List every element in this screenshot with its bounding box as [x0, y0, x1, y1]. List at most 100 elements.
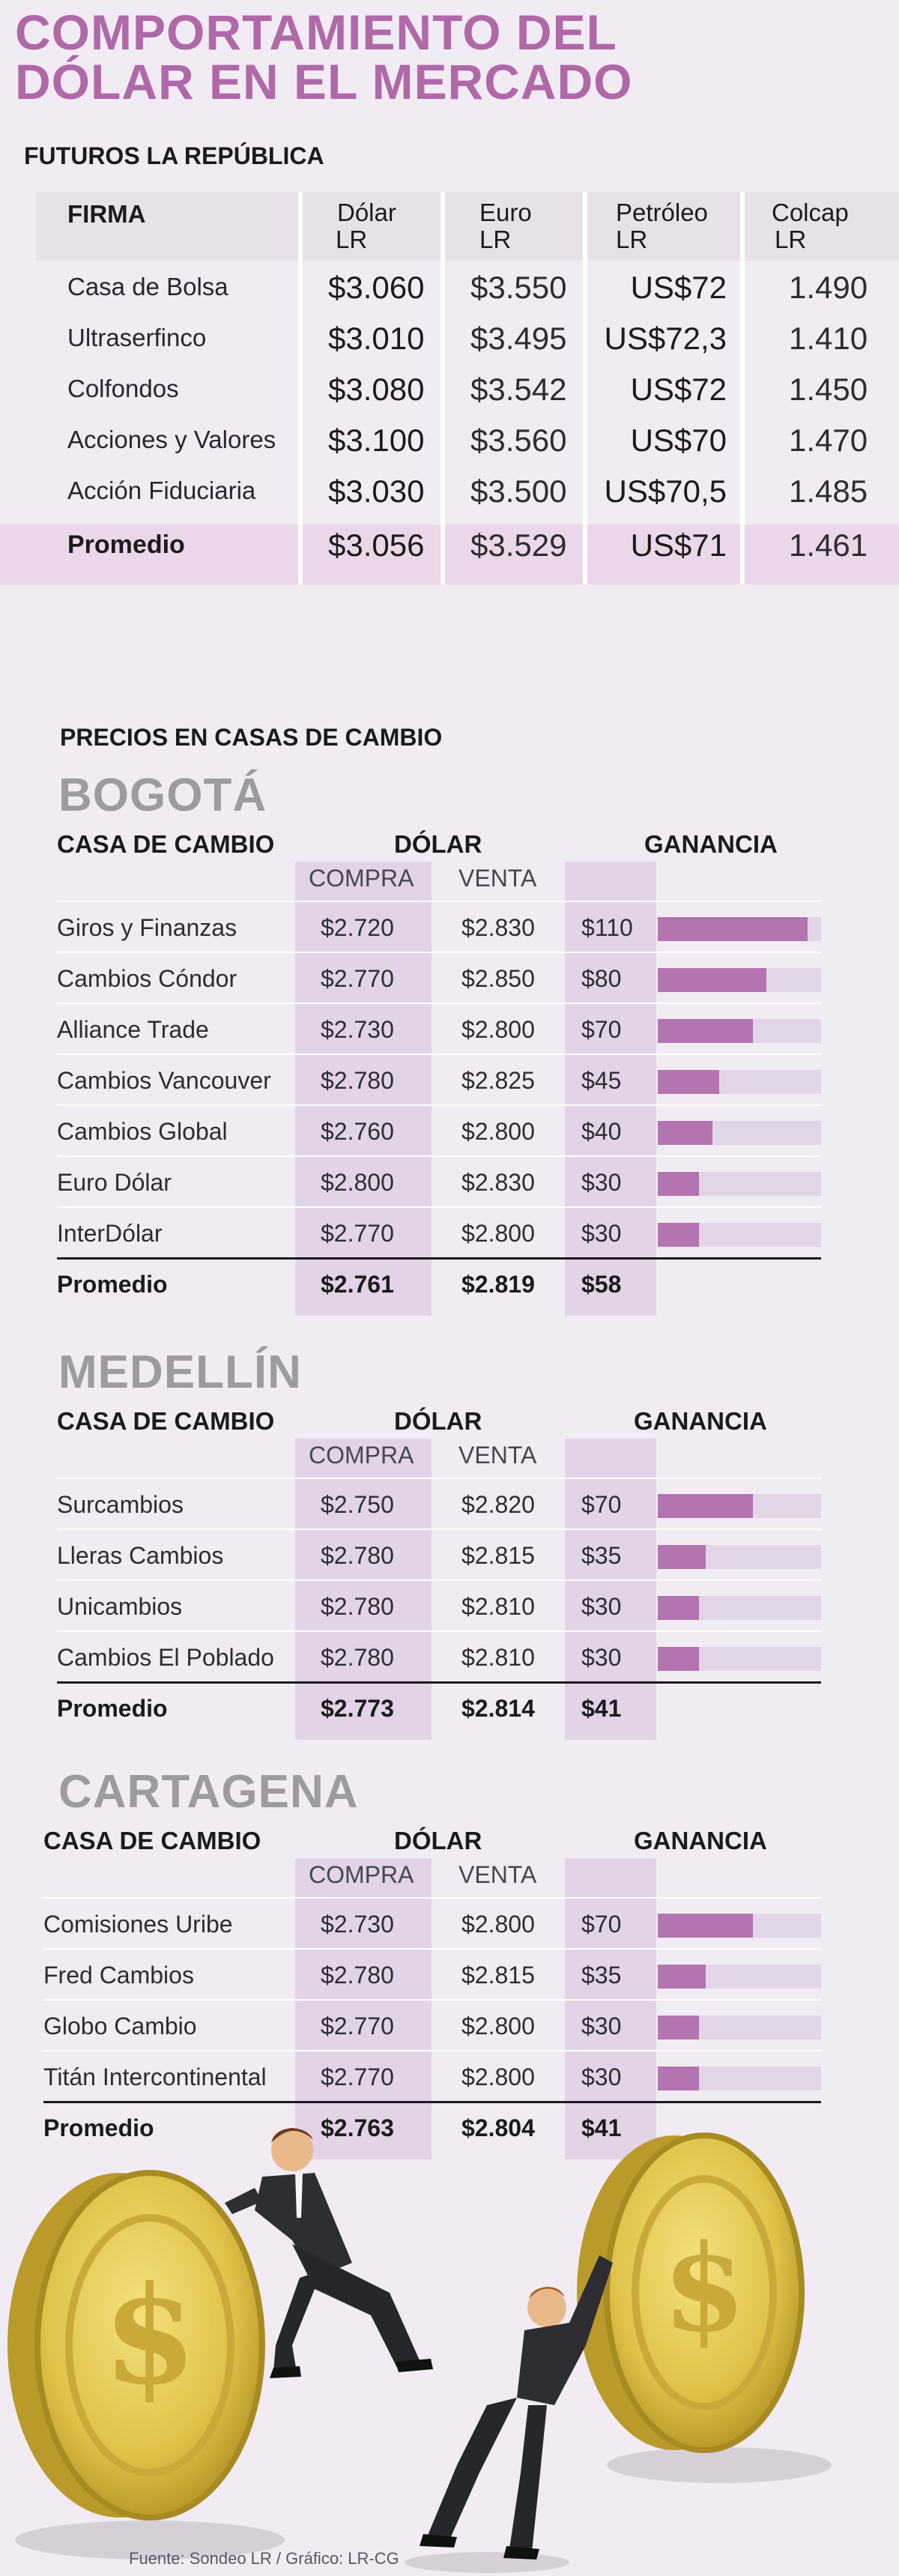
row-ganancia: $30	[581, 2013, 622, 2040]
row-compra: $2.770	[321, 965, 394, 992]
ganancia-bar-track	[658, 1494, 821, 1518]
businessman-right-icon	[405, 2255, 613, 2573]
avg-venta: $2.814	[461, 1695, 535, 1722]
row-compra: $2.780	[321, 1593, 394, 1620]
compra-column-band	[295, 1439, 432, 1740]
compra-column-band	[295, 1858, 432, 2159]
row-divider	[57, 952, 821, 953]
row-ganancia: $70	[581, 1911, 622, 1938]
row-divider	[57, 1478, 821, 1479]
row-venta: $2.800	[461, 2013, 535, 2040]
row-compra: $2.800	[321, 1169, 394, 1196]
ganancia-bar-track	[658, 2066, 821, 2090]
header-euro: Euro LR	[479, 199, 532, 253]
row-ganancia: $110	[581, 914, 633, 941]
row-compra: $2.770	[321, 2013, 394, 2040]
header-petroleo: Petróleo LR	[616, 199, 708, 253]
ganancia-column-band	[565, 1439, 656, 1740]
header-dolar: DÓLAR	[394, 830, 482, 858]
exchange-title: PRECIOS EN CASAS DE CAMBIO	[60, 724, 443, 751]
futures-avg-colcap: 1.461	[789, 527, 868, 563]
header-firma: FIRMA	[67, 200, 146, 228]
row-compra: $2.780	[321, 1644, 394, 1671]
row-divider	[57, 901, 821, 902]
row-compra: $2.750	[321, 1491, 394, 1518]
row-casa: Fred Cambios	[43, 1962, 194, 1989]
svg-text:$: $	[103, 2257, 196, 2415]
row-venta: $2.850	[461, 965, 535, 992]
ganancia-bar	[658, 1494, 753, 1518]
businessman-left-icon	[225, 2128, 433, 2378]
row-casa: Comisiones Uribe	[43, 1911, 233, 1938]
futures-avg-petroleo: US$71	[630, 527, 727, 563]
city-title: MEDELLÍN	[58, 1346, 302, 1398]
futures-euro: $3.550	[470, 270, 567, 305]
ganancia-bar	[658, 1019, 753, 1043]
row-venta: $2.820	[461, 1491, 535, 1518]
futures-colcap: 1.470	[789, 423, 868, 458]
futures-petroleo: US$72	[630, 270, 727, 305]
ganancia-bar	[658, 1596, 699, 1620]
row-casa: Unicambios	[57, 1593, 183, 1620]
header-dolar: DÓLAR	[394, 1827, 482, 1854]
ganancia-bar-track	[658, 1070, 821, 1094]
futures-colcap: 1.450	[789, 372, 868, 407]
ganancia-bar-track	[658, 1223, 821, 1247]
row-ganancia: $80	[581, 965, 622, 992]
futures-dolar: $3.060	[328, 270, 425, 305]
subheader-venta: VENTA	[458, 865, 537, 892]
row-ganancia: $70	[581, 1491, 622, 1518]
row-divider	[57, 1579, 821, 1581]
row-casa: Titán Intercontinental	[43, 2063, 267, 2090]
ganancia-bar-track	[658, 1965, 821, 1989]
futures-header-row	[36, 192, 899, 261]
futures-petroleo: US$70,5	[604, 474, 727, 509]
coin-pushers-illustration: $ $	[7, 2128, 832, 2573]
futures-firm: Acción Fiduciaria	[67, 477, 256, 504]
ganancia-bar-track	[658, 1914, 821, 1938]
futures-petroleo: US$72,3	[604, 321, 727, 356]
row-venta: $2.800	[461, 1016, 535, 1043]
subheader-compra: COMPRA	[309, 865, 414, 892]
futures-dolar: $3.100	[328, 423, 425, 458]
ganancia-bar	[658, 1223, 699, 1247]
ganancia-bar	[658, 1965, 706, 1989]
futures-colcap: 1.485	[789, 474, 868, 509]
header-ganancia: GANANCIA	[644, 830, 778, 858]
ganancia-bar-track	[658, 917, 821, 941]
header-colcap: Colcap LR	[772, 199, 849, 253]
row-casa: Cambios Cóndor	[57, 965, 237, 992]
avg-label: Promedio	[57, 1271, 168, 1298]
ganancia-bar-track	[658, 1121, 821, 1145]
avg-venta: $2.804	[461, 2114, 535, 2141]
row-venta: $2.810	[461, 1644, 535, 1671]
futures-firm: Casa de Bolsa	[67, 273, 228, 300]
futures-euro: $3.542	[470, 372, 567, 407]
city-title: CARTAGENA	[58, 1766, 359, 1818]
ganancia-bar-track	[658, 1545, 821, 1569]
row-venta: $2.800	[461, 1911, 535, 1938]
row-ganancia: $30	[581, 2063, 622, 2090]
row-casa: Globo Cambio	[43, 2013, 197, 2040]
average-divider	[43, 2101, 821, 2103]
row-casa: Cambios Global	[57, 1118, 228, 1145]
header-casa: CASA DE CAMBIO	[57, 1407, 275, 1435]
ganancia-bar	[658, 1545, 706, 1569]
row-casa: Lleras Cambios	[57, 1542, 224, 1569]
futures-avg-label: Promedio	[67, 530, 185, 559]
avg-label: Promedio	[57, 1695, 168, 1722]
ganancia-bar-track	[658, 968, 821, 992]
avg-compra: $2.761	[321, 1271, 394, 1298]
average-divider	[57, 1681, 821, 1684]
row-divider	[57, 1206, 821, 1208]
subheader-compra: COMPRA	[309, 1861, 414, 1888]
row-casa: InterDólar	[57, 1220, 163, 1247]
ganancia-column-band	[565, 862, 656, 1316]
row-divider	[57, 1003, 821, 1004]
futures-average-row-bg	[0, 524, 899, 584]
avg-venta: $2.819	[461, 1271, 535, 1298]
header-dolar: DÓLAR	[394, 1407, 482, 1435]
ganancia-bar	[658, 917, 808, 941]
row-ganancia: $30	[581, 1593, 622, 1620]
row-casa: Cambios Vancouver	[57, 1067, 271, 1094]
